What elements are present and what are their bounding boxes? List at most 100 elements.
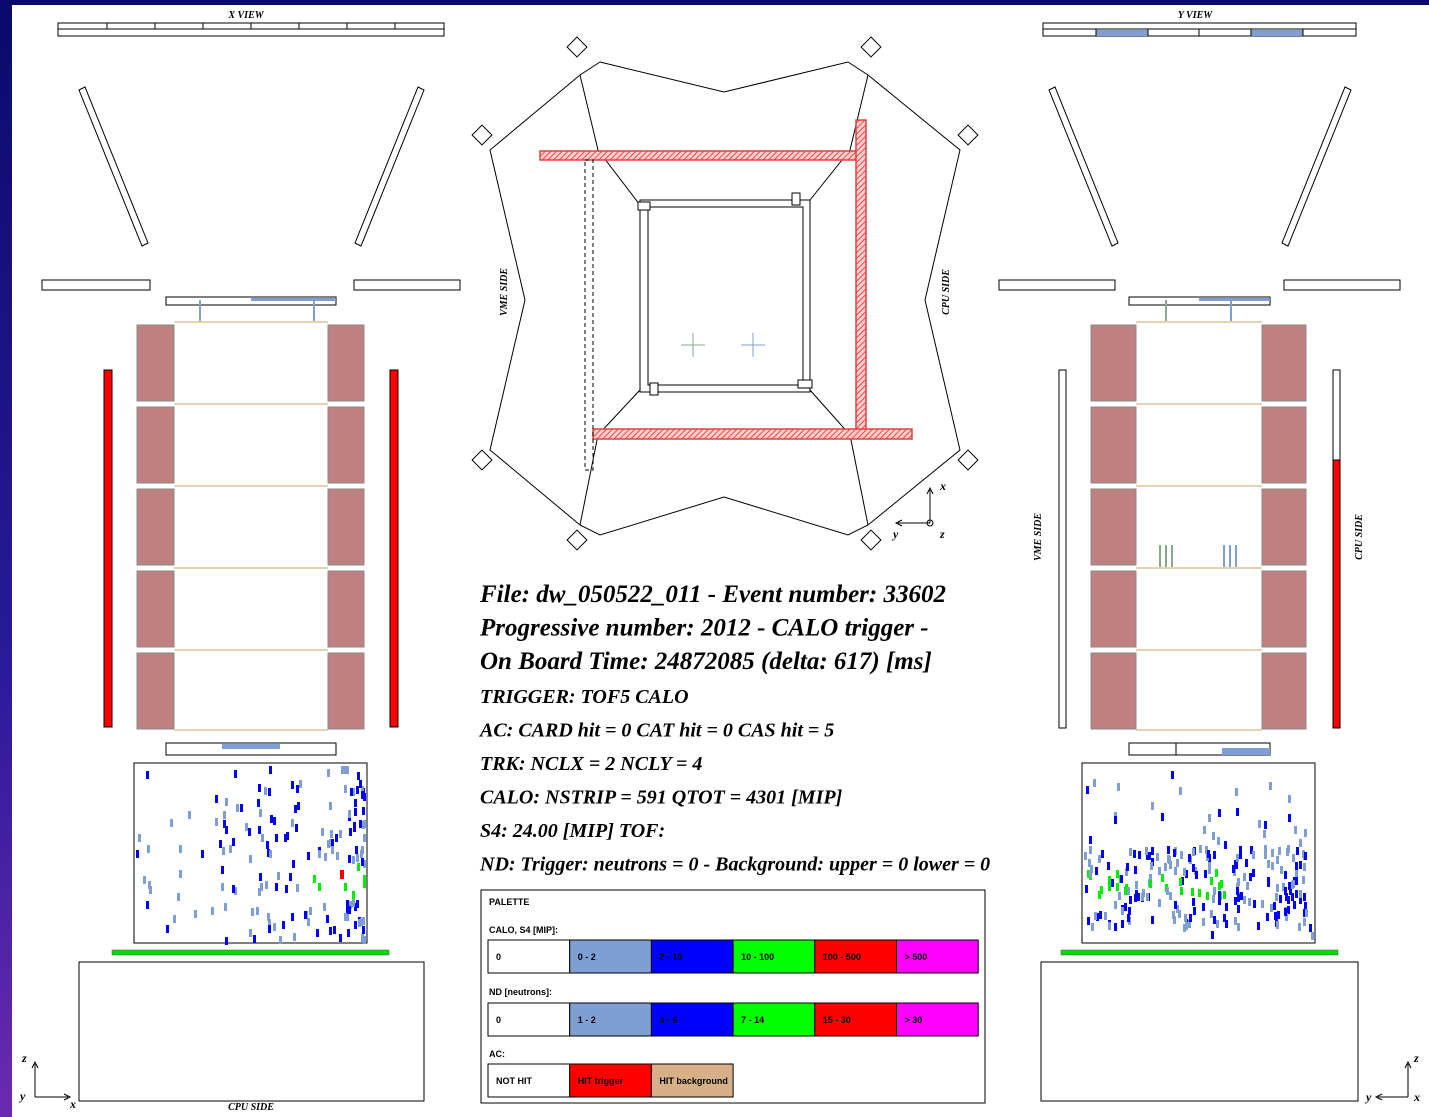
hit <box>1236 887 1239 895</box>
hit <box>1311 932 1314 940</box>
hit <box>1212 832 1215 840</box>
hit <box>296 884 299 892</box>
corner-blocks <box>472 37 978 550</box>
hit <box>1261 900 1264 908</box>
axes: z y x <box>1364 1051 1420 1104</box>
hit <box>1185 922 1188 930</box>
hit <box>273 817 276 825</box>
hit <box>1184 914 1187 922</box>
cas-bar <box>104 370 112 727</box>
hit <box>1167 846 1170 854</box>
hit <box>1180 887 1183 895</box>
hit <box>1284 908 1287 916</box>
hit <box>148 881 151 889</box>
hit <box>1299 890 1302 898</box>
hit <box>259 873 262 881</box>
hit <box>1225 920 1228 928</box>
hit <box>1239 851 1242 859</box>
hit <box>341 766 344 774</box>
hit <box>1212 895 1215 903</box>
axis-label: x <box>1413 1090 1420 1104</box>
s4-bar <box>112 950 389 955</box>
hit <box>299 780 302 788</box>
hit <box>362 807 365 815</box>
y-view: Y VIEW VME SIDE CPU SIDE <box>999 10 1420 1104</box>
hit <box>194 910 197 918</box>
hit <box>268 925 271 933</box>
hit <box>138 834 141 842</box>
hit <box>232 838 235 846</box>
hit <box>1276 856 1279 864</box>
hit <box>1173 916 1176 924</box>
hit <box>1218 809 1221 817</box>
hit <box>211 907 214 915</box>
palette-cell-label: 7 - 14 <box>741 1015 764 1025</box>
hit <box>1257 922 1260 930</box>
hit <box>1206 892 1209 900</box>
x-view: X VIEW CPU SIDE z y x <box>18 10 460 1113</box>
hit <box>1288 814 1291 822</box>
palette-group-label: CALO, S4 [MIP]: <box>489 925 558 935</box>
hit <box>331 846 334 854</box>
hit <box>1303 918 1306 926</box>
hit <box>1275 893 1278 901</box>
body: X VIEW CPU SIDE z y x Y VIEW <box>0 0 1429 1117</box>
hit <box>136 850 139 858</box>
hit <box>1192 848 1195 856</box>
hit <box>327 769 330 777</box>
hit <box>1218 891 1221 899</box>
hit <box>1213 916 1216 924</box>
hit <box>1295 877 1298 885</box>
hit <box>1118 892 1121 900</box>
hit <box>352 899 355 907</box>
hit <box>1248 898 1251 906</box>
palette-cell-label: 3 - 6 <box>659 1015 677 1025</box>
hit <box>229 845 232 853</box>
hit <box>1133 850 1136 858</box>
side-label: CPU SIDE <box>1354 514 1365 560</box>
view-title: Y VIEW <box>1178 10 1213 21</box>
hit <box>1195 871 1198 879</box>
hit <box>335 834 338 842</box>
hit <box>285 885 288 893</box>
hit <box>240 804 243 812</box>
s1-segment <box>1251 30 1303 36</box>
info-line: TRIGGER: TOF5 CALO <box>480 686 689 708</box>
side-label: VME SIDE <box>499 268 510 316</box>
hit <box>1302 876 1305 884</box>
hit <box>1303 863 1306 871</box>
hit <box>339 830 342 838</box>
hit <box>1249 873 1252 881</box>
axis-label: y <box>1364 1090 1372 1104</box>
hit <box>1158 867 1161 875</box>
hit <box>331 839 334 847</box>
hit <box>1295 862 1298 870</box>
hit <box>224 903 227 911</box>
hit <box>273 923 276 931</box>
hit <box>277 872 280 880</box>
hit <box>1107 862 1110 870</box>
hit <box>347 929 350 937</box>
hit <box>1169 892 1172 900</box>
hit <box>1224 841 1227 849</box>
hit <box>1213 887 1216 895</box>
hit <box>1149 880 1152 888</box>
hit <box>296 785 299 793</box>
tof-paddle <box>585 160 593 470</box>
hit <box>348 906 351 914</box>
hit <box>1252 851 1255 859</box>
hit <box>1189 914 1192 922</box>
hit <box>1148 852 1151 860</box>
axis-label: z <box>1413 1051 1419 1065</box>
hit <box>257 799 260 807</box>
hit <box>266 841 269 849</box>
hit <box>361 858 364 866</box>
hit <box>362 926 365 934</box>
supports <box>580 75 868 525</box>
hit <box>330 830 333 838</box>
hit <box>201 850 204 858</box>
hit <box>1295 869 1298 877</box>
cas-hit <box>1333 460 1340 728</box>
calo-block <box>1262 407 1306 483</box>
hit <box>1263 830 1266 838</box>
